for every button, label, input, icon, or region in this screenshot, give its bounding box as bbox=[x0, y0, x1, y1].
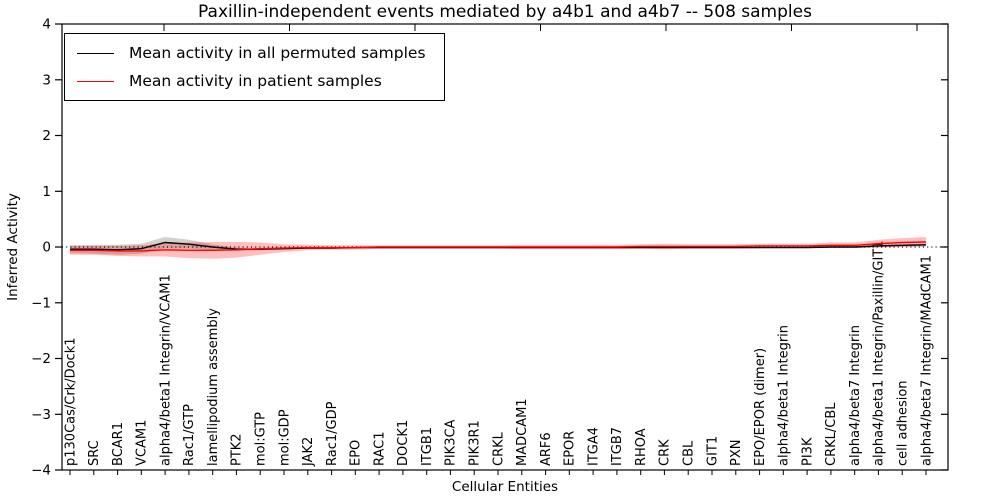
x-tick-label: alpha4/beta1 Integrin bbox=[777, 325, 792, 466]
x-tick-label: Rac1/GDP bbox=[325, 401, 340, 466]
x-tick-label: Rac1/GTP bbox=[182, 404, 197, 466]
x-tick-label: EPO bbox=[349, 440, 364, 466]
y-tick-label: −1 bbox=[31, 296, 51, 312]
x-tick-label: ITGB1 bbox=[420, 427, 435, 466]
x-tick-label: DOCK1 bbox=[396, 420, 411, 466]
x-tick-label: PXN bbox=[729, 440, 744, 466]
x-tick-label: alpha4/beta7 Integrin/MAdCAM1 bbox=[919, 255, 934, 466]
legend-item-permuted: Mean activity in all permuted samples bbox=[77, 39, 426, 67]
legend-label-patient: Mean activity in patient samples bbox=[129, 72, 382, 90]
x-tick-label: mol:GDP bbox=[277, 409, 292, 466]
x-tick-label: alpha4/beta7 Integrin bbox=[848, 325, 863, 466]
x-tick-label: lamellipodium assembly bbox=[206, 308, 221, 466]
x-tick-label: CRK bbox=[658, 439, 673, 466]
x-tick-label: PTK2 bbox=[230, 433, 245, 466]
x-tick-label: GIT1 bbox=[705, 436, 720, 466]
x-tick-label: alpha4/beta1 Integrin/Paxillin/GIT1 bbox=[872, 240, 887, 466]
y-tick-label: 2 bbox=[42, 128, 51, 144]
x-axis-label: Cellular Entities bbox=[451, 479, 559, 495]
x-tick-label: RHOA bbox=[634, 428, 649, 466]
y-tick-label: 4 bbox=[42, 17, 51, 33]
x-tick-label: CRKL/CBL bbox=[824, 402, 839, 466]
x-tick-label: ITGA4 bbox=[586, 427, 601, 466]
x-tick-label: alpha4/beta1 Integrin/VCAM1 bbox=[158, 274, 173, 466]
legend-line-black bbox=[77, 52, 114, 54]
legend-label-permuted: Mean activity in all permuted samples bbox=[129, 44, 426, 62]
x-tick-label: RAC1 bbox=[372, 431, 387, 466]
x-tick-label: EPO/EPOR (dimer) bbox=[753, 348, 768, 466]
x-tick-label: mol:GTP bbox=[253, 412, 268, 466]
x-tick-label: BCAR1 bbox=[111, 422, 126, 466]
y-tick-label: 1 bbox=[42, 184, 51, 200]
y-axis-label: Inferred Activity bbox=[5, 193, 21, 301]
x-tick-label: PIK3R1 bbox=[467, 420, 482, 466]
x-tick-label: JAK2 bbox=[301, 437, 316, 467]
x-tick-label: PIK3CA bbox=[444, 419, 459, 466]
x-tick-label: MADCAM1 bbox=[515, 398, 530, 466]
x-tick-label: SRC bbox=[87, 440, 102, 466]
y-tick-label: −3 bbox=[31, 407, 51, 423]
x-tick-label: ITGB7 bbox=[610, 427, 625, 466]
x-tick-label: CRKL bbox=[491, 431, 506, 466]
x-tick-label: VCAM1 bbox=[135, 420, 150, 466]
legend: Mean activity in all permuted samples Me… bbox=[64, 33, 445, 101]
x-tick-label: EPOR bbox=[563, 431, 578, 466]
y-tick-label: −4 bbox=[31, 463, 51, 479]
series-line bbox=[70, 241, 927, 252]
chart-title: Paxillin-independent events mediated by … bbox=[198, 2, 812, 22]
x-tick-label: p130Cas/Crk/Dock1 bbox=[63, 337, 78, 466]
y-tick-label: −2 bbox=[31, 351, 51, 367]
x-tick-label: ARF6 bbox=[539, 432, 554, 466]
x-tick-label: cell adhesion bbox=[895, 380, 910, 466]
y-tick-label: 3 bbox=[42, 73, 51, 89]
x-tick-label: CBL bbox=[681, 440, 696, 466]
y-tick-label: 0 bbox=[42, 240, 51, 256]
legend-line-red bbox=[77, 80, 114, 82]
x-tick-label: PI3K bbox=[800, 437, 815, 466]
legend-item-patient: Mean activity in patient samples bbox=[77, 67, 426, 95]
